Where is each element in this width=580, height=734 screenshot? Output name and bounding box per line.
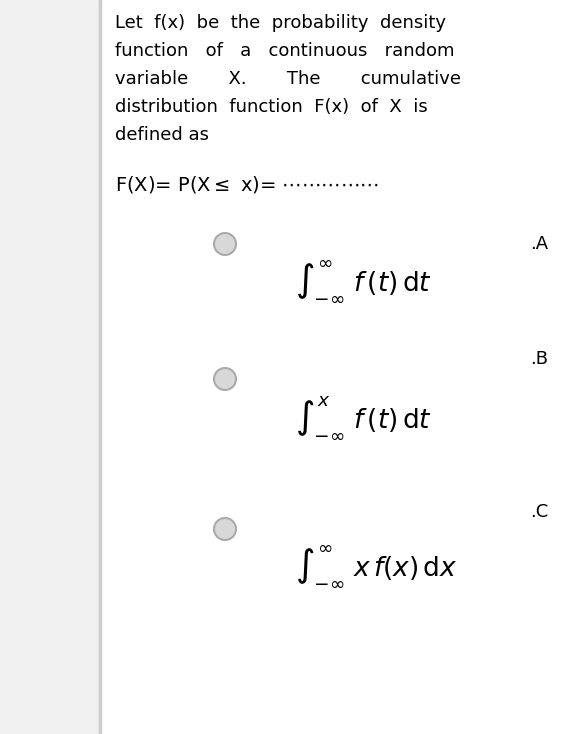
Text: defined as: defined as [115,126,209,144]
Text: variable       X.       The       cumulative: variable X. The cumulative [115,70,461,88]
Text: .C: .C [530,503,548,521]
Text: $\int_{-\infty}^{x}\ f\,(t)\,\mathrm{d}t$: $\int_{-\infty}^{x}\ f\,(t)\,\mathrm{d}t… [295,394,432,440]
Bar [0,0,100,734]
Text: .A: .A [530,235,548,253]
Text: function   of   a   continuous   random: function of a continuous random [115,42,455,60]
Circle shape [214,233,236,255]
Text: F(X)= P(X$\leq$ x)= $\cdots\cdots\cdots\cdots\cdots$: F(X)= P(X$\leq$ x)= $\cdots\cdots\cdots\… [115,174,379,195]
Text: .B: .B [530,350,548,368]
Circle shape [214,368,236,390]
Circle shape [214,518,236,540]
Bar [99,0,101,734]
Text: $\int_{-\infty}^{\infty}\ f\,(t)\,\mathrm{d}t$: $\int_{-\infty}^{\infty}\ f\,(t)\,\mathr… [295,259,432,304]
Text: Let  f(x)  be  the  probability  density: Let f(x) be the probability density [115,14,446,32]
Text: distribution  function  F(x)  of  X  is: distribution function F(x) of X is [115,98,428,116]
Text: $\int_{-\infty}^{\infty}\ x\,f(x)\,\mathrm{d}x$: $\int_{-\infty}^{\infty}\ x\,f(x)\,\math… [295,544,458,589]
